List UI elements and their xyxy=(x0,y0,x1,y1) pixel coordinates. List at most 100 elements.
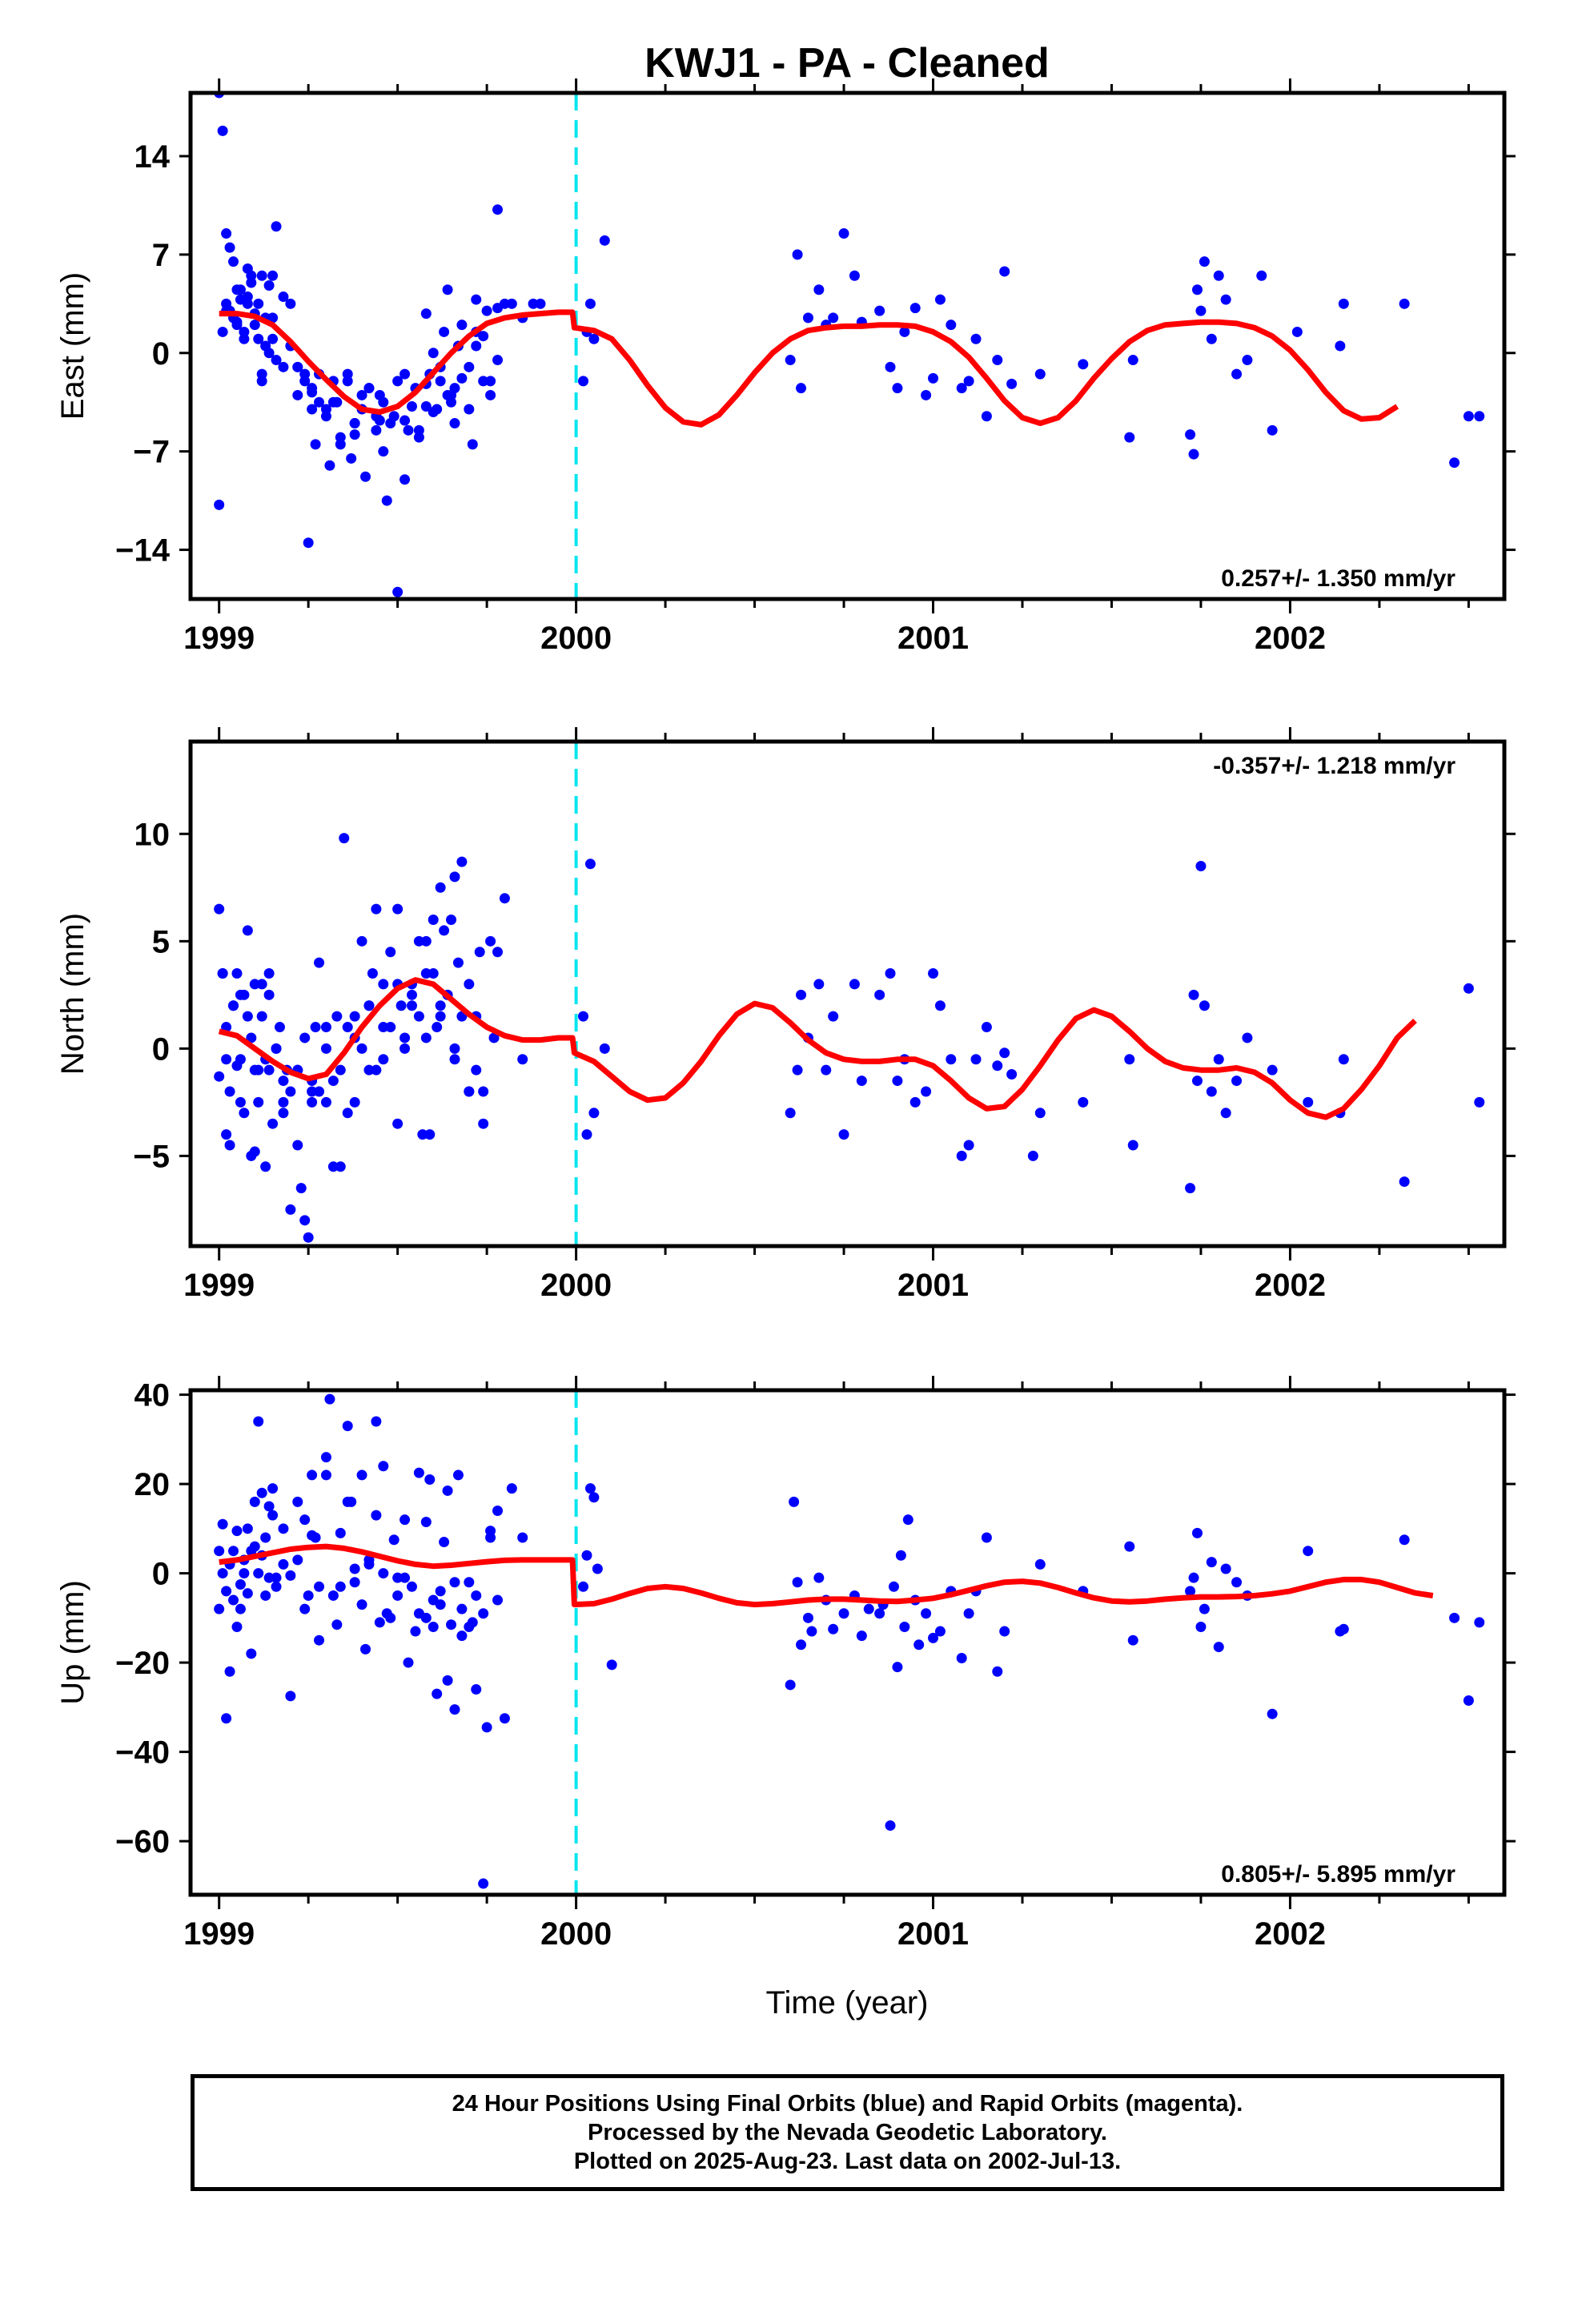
north-data-point xyxy=(367,968,378,979)
north-data-point xyxy=(492,947,503,958)
up-data-point xyxy=(1449,1612,1460,1623)
north-data-point xyxy=(363,1000,375,1011)
east-data-point xyxy=(492,355,503,366)
north-data-point xyxy=(478,1086,489,1097)
up-data-point xyxy=(1185,1586,1196,1597)
north-data-point xyxy=(435,1011,446,1022)
up-data-point xyxy=(342,1421,353,1432)
up-data-point xyxy=(802,1612,813,1623)
east-data-point xyxy=(271,355,282,366)
north-data-point xyxy=(320,1022,331,1033)
north-data-point xyxy=(285,1086,296,1097)
up-data-point xyxy=(388,1534,400,1546)
up-data-point xyxy=(1192,1527,1203,1538)
east-data-point xyxy=(1188,448,1199,460)
east-data-point xyxy=(253,298,264,309)
east-data-point xyxy=(278,361,289,372)
east-data-point xyxy=(385,418,396,429)
up-data-point xyxy=(963,1608,974,1619)
north-data-point xyxy=(856,1076,867,1087)
east-data-point xyxy=(1078,359,1089,370)
east-data-point xyxy=(299,368,311,380)
up-data-point xyxy=(378,1461,389,1472)
east-data-point xyxy=(221,228,232,239)
north-data-point xyxy=(420,968,432,979)
east-data-point xyxy=(981,411,992,422)
up-data-point xyxy=(492,1506,503,1517)
up-ytick-label: −60 xyxy=(115,1824,170,1860)
up-data-point xyxy=(934,1626,946,1637)
east-data-point xyxy=(428,348,439,359)
north-ytick-label: 0 xyxy=(152,1031,170,1067)
north-data-point xyxy=(239,1108,250,1119)
east-data-point xyxy=(478,376,489,387)
north-data-point xyxy=(452,957,464,968)
north-data-point xyxy=(214,903,225,915)
north-data-point xyxy=(796,989,807,1000)
north-data-point xyxy=(221,1054,232,1065)
up-data-point xyxy=(217,1518,228,1530)
east-data-point xyxy=(946,320,957,331)
north-y-axis-label: North (mm) xyxy=(55,913,90,1075)
north-data-point xyxy=(249,1146,260,1157)
north-data-point xyxy=(406,989,417,1000)
north-data-point xyxy=(1206,1086,1217,1097)
north-data-point xyxy=(1195,860,1207,871)
north-data-point xyxy=(378,979,389,990)
north-data-point xyxy=(446,915,457,926)
north-data-point xyxy=(371,1064,382,1076)
east-data-point xyxy=(1242,355,1253,366)
north-data-point xyxy=(263,1064,275,1076)
up-data-points xyxy=(214,1393,1485,1889)
north-data-point xyxy=(303,1232,314,1243)
up-data-point xyxy=(360,1643,371,1655)
north-data-point xyxy=(578,1011,589,1022)
north-data-point xyxy=(999,1047,1010,1059)
up-data-point xyxy=(299,1514,311,1526)
up-ytick-label: 20 xyxy=(135,1467,171,1502)
east-data-point xyxy=(813,284,825,296)
up-data-point xyxy=(400,1572,411,1583)
east-ytick-label: −7 xyxy=(133,435,170,470)
north-data-point xyxy=(785,1108,796,1119)
up-data-point xyxy=(356,1599,367,1610)
up-data-point xyxy=(1303,1546,1314,1557)
north-ytick-label: 5 xyxy=(152,924,170,959)
up-data-point xyxy=(863,1603,874,1614)
north-data-point xyxy=(599,1043,610,1054)
east-data-point xyxy=(378,396,389,408)
north-data-point xyxy=(474,947,485,958)
north-data-point xyxy=(449,1043,460,1054)
up-data-point xyxy=(892,1662,903,1673)
north-data-point xyxy=(392,903,404,915)
north-data-point xyxy=(588,1108,600,1119)
east-ytick-label: 0 xyxy=(152,336,170,372)
east-data-point xyxy=(456,372,468,384)
north-data-point xyxy=(828,1011,839,1022)
up-data-point xyxy=(320,1452,331,1463)
north-data-point xyxy=(356,935,367,947)
up-data-point xyxy=(499,1713,510,1724)
east-data-point xyxy=(267,312,279,324)
up-data-point xyxy=(331,1619,343,1630)
up-data-point xyxy=(253,1568,264,1579)
north-data-point xyxy=(849,979,860,990)
north-data-point xyxy=(432,1022,443,1033)
north-data-point xyxy=(420,935,432,947)
up-data-point xyxy=(420,1516,432,1527)
east-data-point xyxy=(249,320,260,331)
up-data-point xyxy=(242,1523,253,1534)
north-data-point xyxy=(885,968,896,979)
east-data-point xyxy=(381,495,392,506)
up-data-point xyxy=(231,1526,243,1537)
north-data-point xyxy=(310,1022,321,1033)
north-data-point xyxy=(435,1000,446,1011)
up-data-point xyxy=(271,1581,282,1592)
north-data-point xyxy=(299,1215,311,1226)
east-data-point xyxy=(506,298,517,309)
north-data-point xyxy=(314,957,325,968)
east-data-point xyxy=(1449,457,1460,468)
east-data-point xyxy=(956,383,967,394)
up-data-point xyxy=(899,1621,910,1632)
